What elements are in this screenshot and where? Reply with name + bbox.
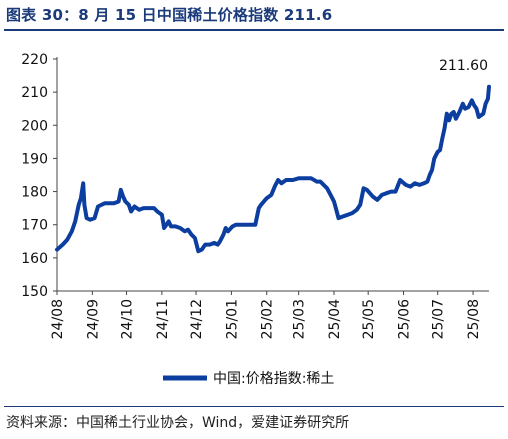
- legend-label: 中国:价格指数:稀土: [213, 371, 334, 387]
- x-tick-label: 25/06: [397, 299, 413, 339]
- y-tick-label: 210: [21, 85, 48, 101]
- x-tick-label: 25/03: [292, 299, 308, 339]
- x-tick-label: 24/10: [120, 299, 136, 339]
- x-tick-label: 25/01: [224, 299, 240, 339]
- y-tick-label: 150: [21, 284, 48, 300]
- x-tick-label: 24/11: [155, 299, 171, 339]
- price-index-chart: 150 160 170 180 190 200 210 220 24/08 24/09 24/10 2…: [21, 52, 491, 387]
- x-tick-label: 24/12: [189, 299, 205, 339]
- source-divider: [4, 406, 504, 407]
- x-tick-label: 25/08: [466, 299, 482, 339]
- x-tick-label: 24/09: [85, 299, 101, 339]
- y-tick-label: 170: [21, 218, 48, 234]
- last-value-label: 211.60: [439, 58, 488, 74]
- y-tick-label: 220: [21, 52, 48, 68]
- x-tick-label: 25/02: [260, 299, 276, 339]
- y-tick-label: 190: [21, 151, 48, 167]
- x-tick-label: 24/08: [50, 299, 66, 339]
- chart-title: 图表 30：8 月 15 日中国稀土价格指数 211.6: [6, 6, 333, 24]
- x-tick-label: 25/04: [327, 299, 343, 339]
- x-tick-label: 25/07: [431, 299, 447, 339]
- series-line: [55, 84, 491, 254]
- title-divider: [4, 29, 504, 31]
- y-tick-label: 180: [21, 185, 48, 201]
- y-tick-label: 200: [21, 118, 48, 134]
- x-tick-label: 25/05: [361, 299, 377, 339]
- source-note: 资料来源：中国稀土行业协会，Wind，爱建证券研究所: [6, 415, 350, 431]
- y-tick-label: 160: [21, 251, 48, 267]
